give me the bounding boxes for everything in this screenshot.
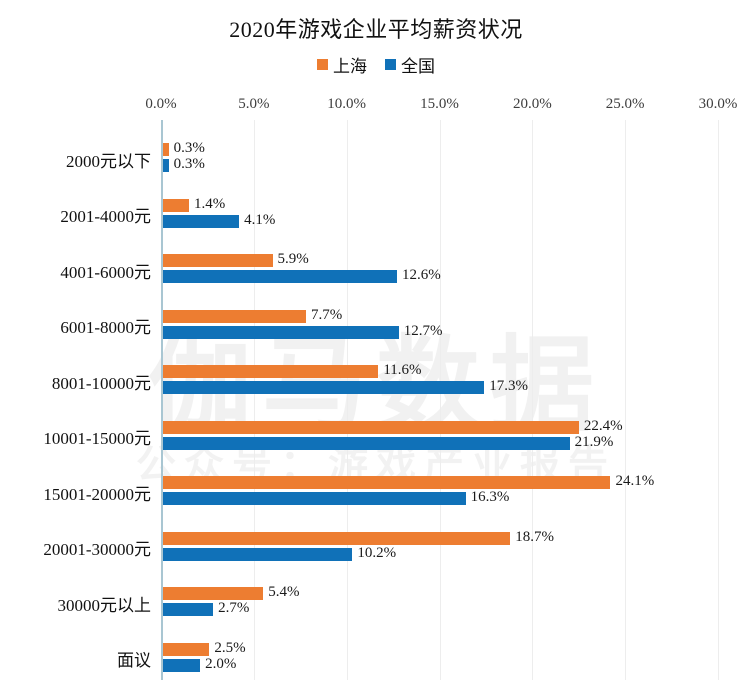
bar-national[interactable] [163, 603, 214, 616]
legend-label: 全国 [401, 57, 435, 76]
bar-shanghai[interactable] [163, 587, 264, 600]
bar-shanghai[interactable] [163, 309, 306, 323]
x-axis-tick-label: 25.0% [605, 96, 645, 112]
bar-shanghai[interactable] [163, 531, 511, 545]
x-axis-tick-label: 0.0% [145, 96, 177, 112]
gridline [625, 120, 627, 680]
bar-national[interactable] [163, 547, 353, 561]
bar-group: 7.7% 12.7% [163, 306, 720, 339]
bar-group: 2.5% 2.0% [163, 639, 720, 672]
bar-value-label: 17.3% [489, 378, 528, 394]
bar-value-label: 12.7% [403, 322, 443, 339]
chart-category-row: 30000元以上 5.4% 2.7% [0, 584, 752, 616]
bar-national[interactable] [163, 492, 466, 505]
legend-swatch-icon [385, 59, 396, 70]
legend-item-national[interactable]: 全国 [385, 52, 435, 77]
bar-value-label: 2.0% [205, 655, 237, 672]
bar-value-label: 21.9% [574, 433, 614, 450]
x-axis-tick-label: 30.0% [698, 96, 738, 112]
x-axis-tick-label: 5.0% [238, 96, 270, 112]
chart-category-row: 8001-10000元 11.6% 17.3% [0, 362, 752, 394]
bar-value-label: 18.7% [515, 528, 554, 545]
bar-group: 1.4% 4.1% [163, 195, 720, 228]
bar-value-label: 0.3% [173, 156, 205, 172]
bar-group: 0.3% 0.3% [163, 140, 720, 172]
y-axis-category-label: 30000元以上 [57, 595, 152, 615]
chart-category-row: 20001-30000元 18.7% 10.2% [0, 528, 752, 561]
bar-shanghai[interactable] [163, 143, 169, 156]
bar-national[interactable] [163, 270, 397, 283]
bar-group: 22.4% 21.9% [163, 417, 720, 450]
bar-national[interactable] [163, 658, 201, 672]
chart-category-row: 6001-8000元 7.7% 12.7% [0, 306, 752, 339]
chart-category-row: 4001-6000元 5.9% 12.6% [0, 251, 752, 283]
y-axis-category-label: 10001-15000元 [43, 429, 151, 448]
chart-category-row: 10001-15000元 22.4% 21.9% [0, 417, 752, 450]
bar-value-label: 5.9% [277, 251, 309, 267]
plot-gridlines [161, 120, 719, 680]
gridline [253, 120, 255, 680]
bar-value-label: 0.3% [173, 140, 205, 156]
bar-national[interactable] [163, 159, 169, 172]
bar-value-label: 12.6% [401, 267, 441, 283]
bar-value-label: 5.4% [268, 584, 300, 600]
x-axis-tick-label: 15.0% [420, 96, 459, 112]
bar-national[interactable] [163, 214, 240, 228]
bar-value-label: 24.1% [615, 473, 655, 489]
bar-shanghai[interactable] [163, 365, 379, 378]
chart-title: 2020年游戏企业平均薪资状况 [229, 17, 523, 42]
gridline [346, 120, 348, 680]
bar-value-label: 4.1% [244, 211, 276, 228]
y-axis-category-label: 2000元以下 [66, 151, 151, 171]
x-axis-tick-label: 10.0% [327, 96, 367, 112]
chart-category-row: 2001-4000元 1.4% 4.1% [0, 195, 752, 228]
bar-shanghai[interactable] [163, 254, 273, 267]
chart-category-row: 2000元以下 0.3% 0.3% [0, 140, 752, 172]
x-axis-tick-label: 20.0% [512, 96, 552, 112]
legend-swatch-icon [317, 59, 328, 70]
y-axis-category-label: 2001-4000元 [60, 207, 151, 226]
bar-value-label: 1.4% [193, 195, 226, 212]
bar-shanghai[interactable] [163, 476, 611, 489]
bar-national[interactable] [163, 325, 399, 339]
legend-item-shanghai[interactable]: 上海 [317, 52, 367, 77]
x-axis-tick-labels: 0.0% 5.0% 10.0% 15.0% 20.0% 25.0% 30.0% [0, 96, 752, 118]
bar-shanghai[interactable] [163, 642, 210, 656]
y-axis-category-label: 面议 [117, 651, 151, 670]
bar-group: 5.9% 12.6% [163, 251, 720, 283]
y-axis-category-label: 15001-20000元 [43, 484, 151, 504]
gridline [439, 120, 441, 680]
bar-shanghai[interactable] [163, 198, 189, 212]
bar-value-label: 11.6% [383, 362, 422, 378]
bar-value-label: 10.2% [357, 544, 397, 561]
bar-group: 5.4% 2.7% [163, 584, 720, 616]
chart-category-row: 15001-20000元 24.1% 16.3% [0, 473, 752, 505]
chart-legend: 上海 全国 [0, 52, 752, 77]
bar-value-label: 16.3% [470, 489, 510, 505]
y-axis-category-label: 4001-6000元 [60, 262, 151, 282]
bar-group: 11.6% 17.3% [163, 362, 720, 394]
y-axis-category-label: 20001-30000元 [43, 540, 151, 559]
y-axis-category-label: 6001-8000元 [60, 318, 151, 337]
chart-category-row: 面议 2.5% 2.0% [0, 639, 752, 672]
bar-national[interactable] [163, 381, 485, 394]
y-axis-line [161, 120, 163, 680]
gridline [532, 120, 534, 680]
gridline [718, 120, 719, 680]
bar-value-label: 7.7% [310, 306, 343, 323]
bar-national[interactable] [163, 436, 570, 450]
bar-value-label: 2.5% [214, 639, 246, 656]
bar-value-label: 22.4% [583, 417, 623, 434]
y-axis-category-label: 8001-10000元 [51, 373, 151, 393]
legend-label: 上海 [333, 57, 367, 76]
bar-value-label: 2.7% [218, 600, 250, 616]
bar-group: 24.1% 16.3% [163, 473, 720, 505]
bar-group: 18.7% 10.2% [163, 528, 720, 561]
bar-shanghai[interactable] [163, 420, 579, 434]
